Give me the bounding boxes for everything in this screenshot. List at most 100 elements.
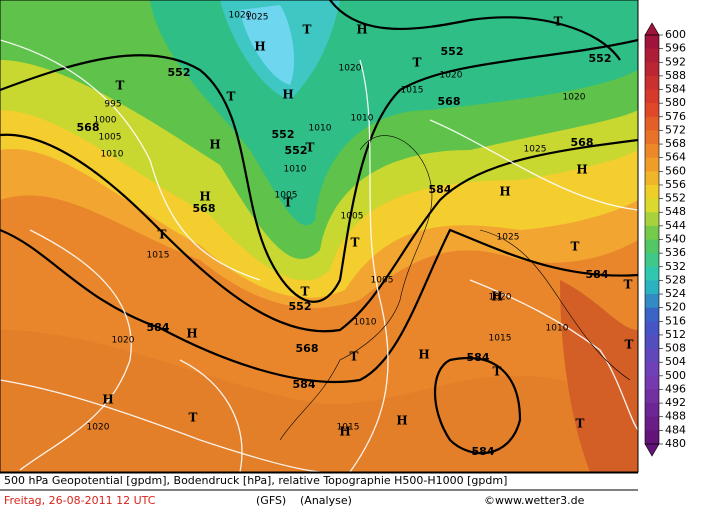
- colorbar-swatch: [645, 89, 659, 104]
- pressure-label: 1005: [275, 191, 298, 201]
- pressure-label: 1025: [524, 145, 547, 155]
- colorbar-swatch: [645, 362, 659, 377]
- colorbar-label: 532: [665, 260, 686, 273]
- geopotential-label: 584: [147, 321, 170, 334]
- colorbar-swatch: [645, 225, 659, 240]
- pressure-center: H: [356, 23, 367, 37]
- pressure-center: T: [625, 338, 634, 352]
- colorbar-label: 508: [665, 342, 686, 355]
- pressure-label: 1015: [337, 423, 360, 433]
- geopotential-label: 584: [586, 268, 609, 281]
- colorbar-swatch: [645, 266, 659, 281]
- colorbar-label: 500: [665, 369, 686, 382]
- colorbar-label: 504: [665, 355, 686, 368]
- footer-text: 500 hPa Geopotential [gpdm], Bodendruck …: [4, 474, 507, 487]
- colorbar-cap: [644, 22, 660, 36]
- colorbar-swatch: [645, 239, 659, 254]
- pressure-label: 1015: [489, 334, 512, 344]
- pressure-label: 1005: [99, 133, 122, 143]
- pressure-center: H: [396, 414, 407, 428]
- colorbar-label: 580: [665, 96, 686, 109]
- colorbar-swatch: [645, 130, 659, 145]
- pressure-label: 1020: [229, 11, 252, 21]
- geopotential-label: 568: [571, 136, 594, 149]
- colorbar-label: 564: [665, 151, 686, 164]
- colorbar-label: 520: [665, 301, 686, 314]
- pressure-label: 1000: [94, 116, 117, 126]
- pressure-label: 1020: [112, 336, 135, 346]
- colorbar-label: 492: [665, 396, 686, 409]
- colorbar-label: 592: [665, 55, 686, 68]
- colorbar-swatch: [645, 389, 659, 404]
- geopotential-label: 584: [293, 378, 316, 391]
- colorbar-swatch: [645, 348, 659, 363]
- pressure-center: H: [102, 393, 113, 407]
- colorbar-label: 528: [665, 273, 686, 286]
- pressure-center: T: [158, 228, 167, 242]
- geopotential-label: 568: [296, 342, 319, 355]
- colorbar-swatch: [645, 403, 659, 418]
- pressure-center: T: [303, 23, 312, 37]
- pressure-label: 1010: [546, 324, 569, 334]
- geopotential-label: 552: [168, 66, 191, 79]
- colorbar-label: 536: [665, 246, 686, 259]
- pressure-label: 1010: [101, 150, 124, 160]
- pressure-center: T: [350, 350, 359, 364]
- footer-date: Freitag, 26-08-2011 12 UTC: [4, 494, 156, 507]
- colorbar-swatch: [645, 116, 659, 131]
- colorbar-swatch: [645, 35, 659, 50]
- pressure-center: T: [284, 196, 293, 210]
- colorbar-swatch: [645, 157, 659, 172]
- colorbar-label: 552: [665, 192, 686, 205]
- pressure-label: 1010: [284, 165, 307, 175]
- colorbar-swatch: [645, 416, 659, 431]
- geopotential-label: 552: [289, 300, 312, 313]
- colorbar-label: 568: [665, 137, 686, 150]
- colorbar-swatch: [645, 280, 659, 295]
- pressure-label: 995: [104, 100, 121, 110]
- pressure-center: H: [282, 88, 293, 102]
- colorbar-swatch: [645, 62, 659, 77]
- pressure-label: 1020: [339, 64, 362, 74]
- colorbar-label: 548: [665, 205, 686, 218]
- footer-model: (GFS): [256, 494, 286, 507]
- geopotential-label: 584: [467, 351, 490, 364]
- pressure-center: H: [499, 185, 510, 199]
- pressure-label: 1010: [351, 114, 374, 124]
- pressure-label: 1015: [401, 86, 424, 96]
- pressure-center: T: [227, 90, 236, 104]
- pressure-center: T: [493, 365, 502, 379]
- pressure-center: H: [254, 40, 265, 54]
- pressure-center: T: [413, 56, 422, 70]
- colorbar-label: 496: [665, 382, 686, 395]
- pressure-center: T: [116, 79, 125, 93]
- pressure-label: 1005: [341, 212, 364, 222]
- colorbar-label: 556: [665, 178, 686, 191]
- colorbar-swatch: [645, 212, 659, 227]
- colorbar-cap: [644, 443, 660, 457]
- colorbar-label: 540: [665, 233, 686, 246]
- colorbar-swatch: [645, 171, 659, 186]
- pressure-center: H: [199, 190, 210, 204]
- colorbar-swatch: [645, 198, 659, 213]
- colorbar-label: 584: [665, 83, 686, 96]
- colorbar-swatch: [645, 184, 659, 200]
- footer-source: ©www.wetter3.de: [484, 494, 585, 507]
- colorbar-label: 484: [665, 423, 686, 436]
- map-field: H H T H 552 552 552 552 552 568 568 568 568 568 584 584…: [0, 0, 638, 472]
- pressure-center: T: [624, 278, 633, 292]
- pressure-label: 1010: [309, 124, 332, 134]
- geopotential-label: 552: [589, 52, 612, 65]
- colorbar-label: 572: [665, 123, 686, 136]
- map-frame: [0, 0, 639, 473]
- pressure-label: 1015: [147, 251, 170, 261]
- pressure-center: T: [301, 285, 310, 299]
- pressure-center: H: [186, 327, 197, 341]
- colorbar-label: 596: [665, 42, 686, 55]
- pressure-label: 1020: [440, 71, 463, 81]
- geopotential-label: 584: [472, 445, 495, 458]
- pressure-label: 1010: [354, 318, 377, 328]
- geopotential-label: 584: [429, 183, 452, 196]
- colorbar-swatch: [645, 253, 659, 268]
